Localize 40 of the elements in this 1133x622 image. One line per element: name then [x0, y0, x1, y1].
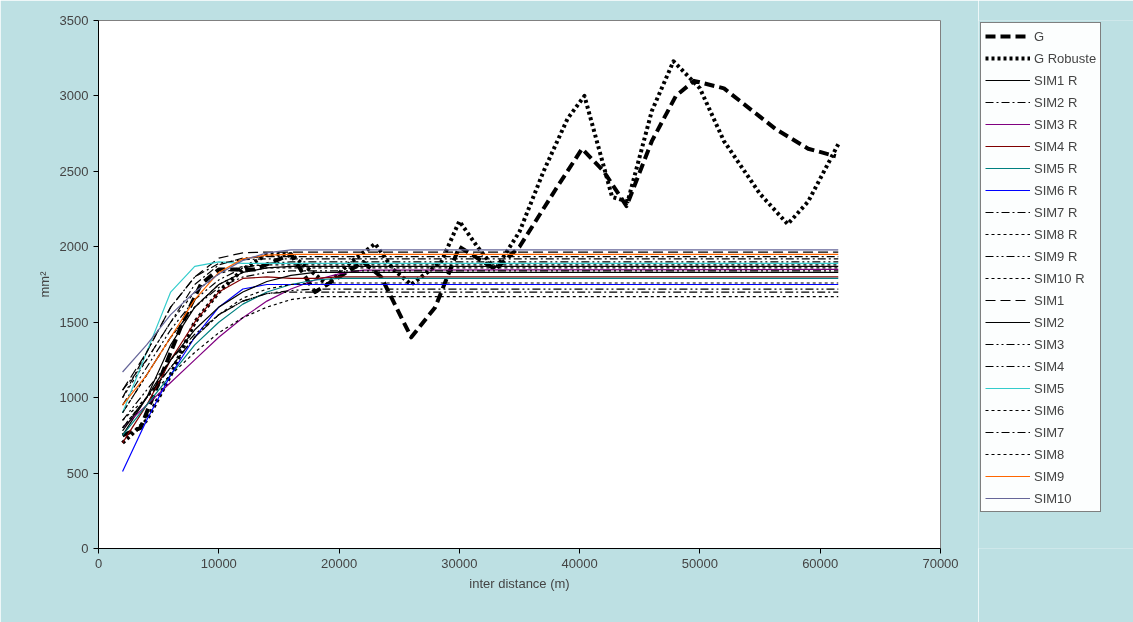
legend-label: G Robuste — [1034, 49, 1097, 67]
legend-label: SIM3 R — [1034, 115, 1078, 133]
legend-label: SIM5 R — [1034, 159, 1078, 177]
x-tick-label: 0 — [94, 555, 103, 571]
y-tick-label: 2000 — [59, 239, 89, 255]
y-axis-title: mm² — [36, 270, 52, 298]
legend-label: SIM3 — [1034, 335, 1065, 353]
legend-label: SIM10 — [1034, 489, 1072, 507]
legend-label: SIM10 R — [1034, 269, 1085, 287]
x-tick-label: 70000 — [922, 555, 959, 571]
y-tick-label: 1000 — [59, 390, 89, 406]
y-tick-label: 3500 — [59, 13, 89, 28]
legend-label: SIM4 — [1034, 357, 1065, 375]
legend-label: SIM9 R — [1034, 247, 1078, 265]
legend-label: SIM6 — [1034, 401, 1065, 419]
legend-label: SIM6 R — [1034, 181, 1078, 199]
legend-label: SIM4 R — [1034, 137, 1078, 155]
y-tick-label: 2500 — [59, 163, 89, 179]
x-tick-label: 20000 — [321, 555, 358, 571]
x-tick-label: 60000 — [802, 555, 839, 571]
x-axis-title: inter distance (m) — [469, 575, 570, 591]
x-tick-label: 30000 — [441, 555, 478, 571]
legend-label: SIM9 — [1034, 467, 1065, 485]
legend-label: G — [1034, 27, 1046, 45]
y-tick-label: 0 — [81, 541, 89, 556]
x-tick-label: 50000 — [681, 555, 719, 571]
legend-label: SIM2 R — [1034, 93, 1078, 111]
legend-label: SIM7 R — [1034, 203, 1078, 221]
legend-label: SIM8 R — [1034, 225, 1078, 243]
x-tick-label: 10000 — [200, 555, 237, 571]
legend-label: SIM7 — [1034, 423, 1065, 441]
legend-label: SIM5 — [1034, 379, 1065, 397]
y-tick-label: 1500 — [59, 314, 89, 330]
y-tick-label: 3000 — [59, 88, 89, 104]
legend-label: SIM1 — [1034, 291, 1065, 309]
legend-label: SIM2 — [1034, 313, 1065, 331]
y-tick-label: 500 — [66, 465, 89, 481]
x-tick-label: 40000 — [561, 555, 598, 571]
legend-label: SIM8 — [1034, 445, 1065, 463]
legend-label: SIM1 R — [1034, 71, 1078, 89]
